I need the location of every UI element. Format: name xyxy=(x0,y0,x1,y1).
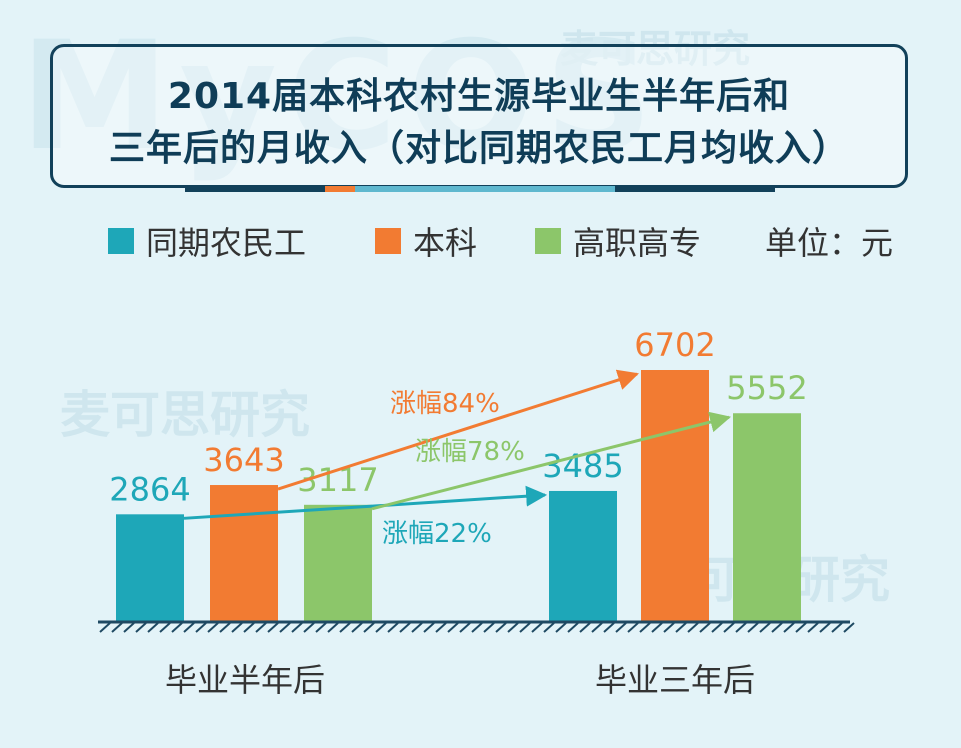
ground-hatching xyxy=(99,622,855,633)
growth-annotation: 涨幅78% xyxy=(415,437,525,467)
growth-annotation: 涨幅22% xyxy=(382,519,492,549)
legend-item-migrant-workers: 同期农民工 xyxy=(108,218,306,264)
growth-annotation: 涨幅84% xyxy=(390,389,500,419)
data-label: 3643 xyxy=(203,441,284,479)
data-label: 2864 xyxy=(109,470,190,508)
data-label: 5552 xyxy=(726,369,807,407)
title-box: 2014届本科农村生源毕业生半年后和 三年后的月收入（对比同期农民工月均收入） xyxy=(50,44,908,188)
data-label: 3485 xyxy=(542,447,623,485)
bar-0-1 xyxy=(549,490,617,622)
category-label-three-years: 毕业三年后 xyxy=(594,661,755,699)
legend-label: 同期农民工 xyxy=(146,224,307,262)
bar-1-1 xyxy=(641,370,709,622)
unit-label: 单位：元 xyxy=(765,224,894,262)
legend-item-undergraduate: 本科 xyxy=(375,218,477,264)
legend-swatch xyxy=(535,228,561,254)
chart-title-line-1: 2014届本科农村生源毕业生半年后和 xyxy=(167,76,791,117)
title-decor-stripe xyxy=(185,186,775,192)
bar-1-0 xyxy=(210,485,278,622)
bar-2-0 xyxy=(304,504,372,622)
data-label: 6702 xyxy=(634,326,715,364)
legend-label: 高职高专 xyxy=(573,224,702,262)
category-label-half-year: 毕业半年后 xyxy=(164,661,325,699)
growth-arrow xyxy=(277,369,639,491)
growth-arrow xyxy=(183,485,548,520)
chart-title-line-2: 三年后的月收入（对比同期农民工月均收入） xyxy=(108,128,849,169)
legend-label: 本科 xyxy=(413,224,478,262)
legend-swatch xyxy=(108,228,134,254)
growth-arrow xyxy=(371,411,732,511)
legend: 同期农民工 本科 高职高专 单位：元 xyxy=(0,218,961,262)
legend-item-vocational: 高职高专 xyxy=(535,218,701,264)
legend-swatch xyxy=(375,228,401,254)
bar-0-0 xyxy=(116,514,184,622)
bar-2-1 xyxy=(733,413,801,622)
